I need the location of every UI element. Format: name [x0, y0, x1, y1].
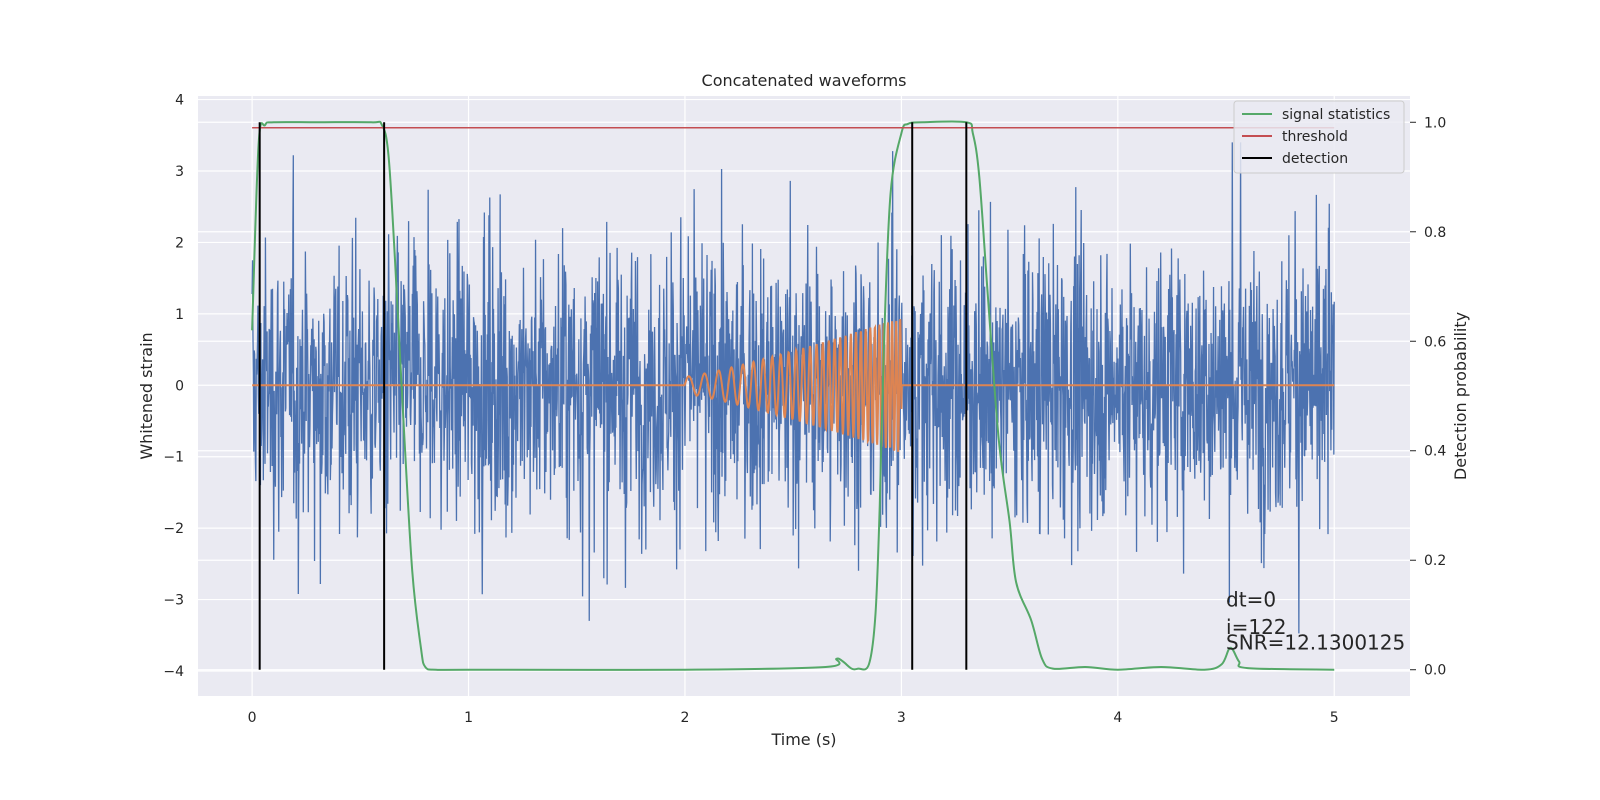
- y-tick-label: 1: [175, 307, 184, 323]
- y2-tick-label: 0.2: [1424, 553, 1446, 569]
- legend-entry-label: detection: [1282, 151, 1348, 167]
- y-tick-label: −2: [163, 521, 184, 537]
- tick-labels: 0 1 2 3 4 5 −4 −3 −2 −1 0 1 2 3 4 0.0 0.2 0.4 0.6 0.8 1.0: [163, 93, 1446, 726]
- y-tick-label: 0: [175, 378, 184, 394]
- y-tick-label: 3: [175, 164, 184, 180]
- y2-tick-label: 0.6: [1424, 334, 1446, 350]
- series-line-injected-signal: [252, 319, 1335, 452]
- y-tick-label: −3: [163, 593, 184, 609]
- annotation-text: dt=0: [1226, 588, 1276, 612]
- y2-tick-label: 0.4: [1424, 444, 1446, 460]
- annotation-text: SNR=12.1300125: [1226, 631, 1405, 655]
- x-tick-label: 0: [248, 710, 257, 726]
- y2-tick-label: 1.0: [1424, 115, 1446, 131]
- legend: signal statistics threshold detection: [1233, 100, 1405, 174]
- y-tick-label: 2: [175, 235, 184, 251]
- x-tick-label: 3: [897, 710, 906, 726]
- y-tick-label: 4: [175, 93, 184, 109]
- legend-box: [1233, 100, 1405, 174]
- y-tick-label: −4: [163, 664, 184, 680]
- y2-tick-label: 0.8: [1424, 225, 1446, 241]
- x-axis-label: Time (s): [770, 730, 836, 749]
- series-layer: [251, 120, 1335, 671]
- y-tick-label: −1: [163, 450, 184, 466]
- series-line-strain-noise: [251, 142, 1335, 634]
- y2-tick-label: 0.0: [1424, 663, 1446, 679]
- x-tick-label: 1: [464, 710, 473, 726]
- legend-entry-label: threshold: [1282, 129, 1348, 145]
- chart-title: Concatenated waveforms: [702, 71, 907, 90]
- x-tick-label: 5: [1330, 710, 1339, 726]
- x-tick-label: 2: [681, 710, 690, 726]
- annotation-text: i=122: [1226, 615, 1287, 639]
- x-tick-label: 4: [1113, 710, 1122, 726]
- y2-axis-label: Detection probability: [1451, 312, 1470, 480]
- legend-entry-label: signal statistics: [1282, 107, 1390, 123]
- y-axis-label: Whitened strain: [137, 332, 156, 459]
- series-line-signal-statistics: [251, 120, 1335, 671]
